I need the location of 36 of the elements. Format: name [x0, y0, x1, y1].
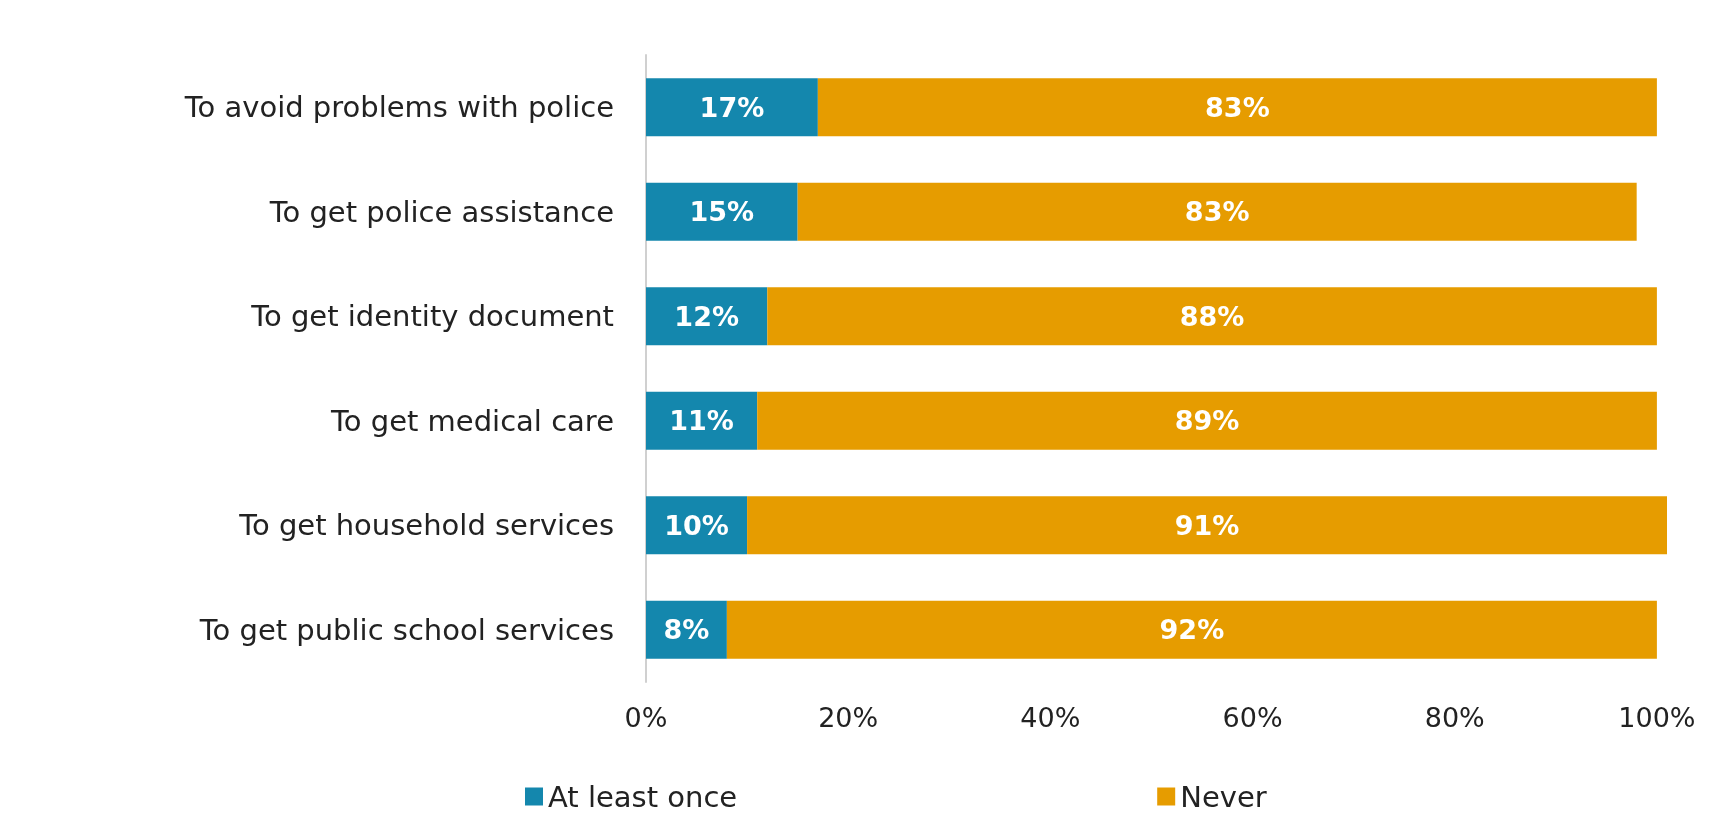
bar — [797, 182, 1637, 241]
data-label: 11% — [669, 405, 734, 437]
data-label: 89% — [1174, 405, 1240, 437]
y-tick-label: To get medical care — [330, 403, 614, 438]
x-tick-label: 80% — [1424, 702, 1485, 733]
x-tick-label: 0% — [624, 702, 668, 733]
data-label: 88% — [1179, 300, 1245, 332]
data-label: 83% — [1205, 91, 1270, 123]
y-tick-label: To get household services — [238, 508, 614, 543]
y-tick-label: To avoid problems with police — [183, 90, 614, 125]
data-label: 15% — [689, 196, 755, 228]
bar — [646, 287, 768, 346]
x-tick-label: 20% — [818, 702, 879, 733]
x-tick-label: 100% — [1618, 702, 1696, 733]
data-label: 83% — [1184, 196, 1250, 228]
y-tick-label: To get identity document — [250, 299, 614, 334]
x-tick-label: 60% — [1222, 702, 1283, 733]
bar — [646, 182, 798, 241]
data-label: 10% — [664, 509, 729, 541]
data-label: 91% — [1174, 509, 1240, 541]
bar — [767, 287, 1657, 346]
bar — [726, 600, 1657, 659]
x-tick-label: 40% — [1020, 702, 1081, 733]
bar — [757, 391, 1657, 450]
bar — [646, 391, 758, 450]
data-label: 12% — [674, 300, 739, 332]
data-label: 92% — [1159, 614, 1225, 646]
y-tick-label: To get police assistance — [268, 194, 614, 229]
legend-label: At least once — [548, 779, 738, 814]
y-tick-label: To get public school services — [198, 612, 614, 647]
bar — [646, 78, 818, 137]
data-label: 8% — [663, 614, 710, 646]
bar — [747, 496, 1667, 555]
legend-label: Never — [1180, 779, 1267, 814]
bar — [817, 78, 1657, 137]
data-label: 17% — [699, 91, 765, 123]
